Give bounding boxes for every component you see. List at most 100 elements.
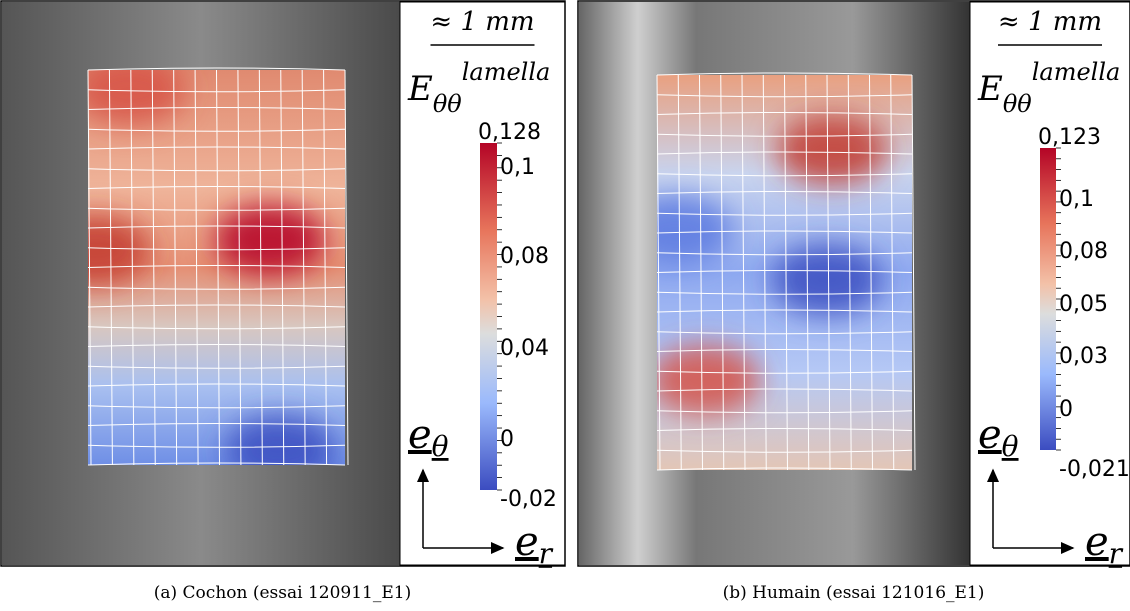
- mesh-line: [87, 423, 346, 426]
- axis-sub: θ: [432, 430, 449, 463]
- strain-blob: [88, 70, 185, 125]
- label-base: E: [977, 69, 1003, 109]
- mesh-line: [656, 467, 913, 471]
- mesh-line: [87, 89, 346, 93]
- mesh-line: [216, 69, 220, 466]
- mesh-line: [741, 74, 746, 471]
- strain-blob: [225, 415, 335, 465]
- mesh-line: [87, 146, 346, 150]
- scale-label: ≈ 1 mm: [430, 7, 534, 37]
- mesh-line: [720, 74, 725, 471]
- strain-blob: [657, 195, 732, 265]
- axis-label: er: [515, 519, 554, 570]
- mesh-line: [87, 405, 346, 409]
- mesh-line: [656, 133, 913, 137]
- axis-sub: θ: [1002, 430, 1019, 463]
- mesh-line: [87, 207, 346, 211]
- mesh-line: [656, 309, 913, 313]
- mesh-line: [87, 304, 346, 308]
- axis-base: e: [408, 412, 432, 458]
- mesh-line: [847, 74, 852, 471]
- mesh-line: [87, 67, 346, 71]
- mesh-line: [869, 74, 873, 471]
- mesh-line: [87, 128, 346, 132]
- mesh-line: [108, 69, 113, 466]
- mesh-line: [656, 173, 913, 177]
- mesh-line: [323, 69, 328, 466]
- axis-base: e: [978, 412, 1002, 458]
- mesh-line: [911, 74, 916, 471]
- axis-label: eθ: [408, 412, 449, 463]
- colorbar-tick-label: 0,04: [500, 336, 549, 361]
- label-sup: lamella: [1032, 58, 1121, 86]
- colorbar-tick-label: 0,05: [1059, 292, 1108, 317]
- axis-label: er: [1085, 519, 1124, 570]
- strain-blob: [777, 115, 887, 185]
- axis-sub: r: [539, 537, 554, 570]
- mesh-line: [87, 247, 346, 251]
- mesh-line: [656, 449, 913, 453]
- mesh-line: [87, 326, 346, 330]
- strain-blob: [657, 345, 760, 415]
- mesh-line: [87, 383, 346, 387]
- strain-label: Eθθlamella: [977, 58, 1120, 118]
- panel: ≈ 1 mmEθθlamella0,1280,10,080,040-0,02eθ…: [0, 0, 566, 603]
- colorbar-tick-label: 0,08: [1059, 239, 1108, 264]
- caption: (b) Humain (essai 121016_E1): [723, 583, 985, 603]
- mesh-line: [87, 107, 346, 110]
- mesh-line: [87, 344, 346, 347]
- colorbar-tick-label: 0: [500, 427, 514, 452]
- caption: (a) Cochon (essai 120911_E1): [154, 583, 411, 603]
- panel: ≈ 1 mm Eθθlamella 0,123 0,1 0,08 0,05 0,03 0 -0,…: [577, 0, 1130, 603]
- mesh-line: [677, 74, 682, 471]
- mesh-line: [87, 225, 346, 229]
- axis-label: eθ: [978, 412, 1019, 463]
- mesh-line: [762, 74, 767, 471]
- axis-base: e: [1085, 519, 1109, 565]
- mesh-line: [237, 69, 242, 466]
- colorbar-tick-label: 0,123: [1038, 125, 1101, 150]
- colorbar-tick-label: 0: [1059, 397, 1073, 422]
- mesh-line: [280, 69, 285, 466]
- mesh-line: [87, 168, 346, 172]
- mesh-line: [344, 69, 349, 466]
- mesh-line: [656, 270, 913, 273]
- mesh-line: [826, 74, 831, 471]
- strain-blob: [772, 245, 882, 315]
- mesh-line: [87, 186, 346, 189]
- mesh-line: [656, 291, 913, 295]
- colorbar-tick-label: 0,08: [500, 244, 549, 269]
- colorbar-tick-label: 0,1: [1059, 187, 1094, 212]
- label-sub: θθ: [1003, 90, 1032, 118]
- mesh-line: [87, 365, 346, 369]
- label-base: E: [407, 69, 433, 109]
- mesh-line: [301, 69, 306, 466]
- mesh-line: [656, 212, 913, 216]
- mesh-line: [656, 94, 913, 98]
- label-sub: θθ: [433, 90, 462, 118]
- mesh-line: [87, 265, 346, 268]
- mesh-line: [87, 462, 346, 466]
- mesh-line: [87, 444, 346, 448]
- mesh-line: [656, 112, 913, 115]
- mesh-line: [656, 331, 913, 335]
- mesh-line: [656, 230, 913, 234]
- strain-blob: [215, 205, 325, 275]
- colorbar: [1040, 148, 1056, 450]
- mesh-line: [656, 72, 913, 76]
- colorbar-tick-label: -0,02: [500, 487, 557, 512]
- axis-base: e: [515, 519, 539, 565]
- frame: [577, 0, 1130, 567]
- colorbar-tick-label: 0,03: [1059, 344, 1108, 369]
- frame: [0, 0, 566, 567]
- label-sup: lamella: [462, 58, 551, 86]
- colorbar-tick-label: 0,128: [478, 120, 541, 145]
- mesh-line: [151, 69, 156, 466]
- mesh-line: [194, 69, 199, 466]
- mesh-line: [656, 410, 913, 414]
- mesh-line: [890, 74, 895, 471]
- mesh-line: [130, 69, 135, 466]
- mesh-line: [699, 74, 703, 471]
- colorbar-tick-label: 0,1: [500, 155, 535, 180]
